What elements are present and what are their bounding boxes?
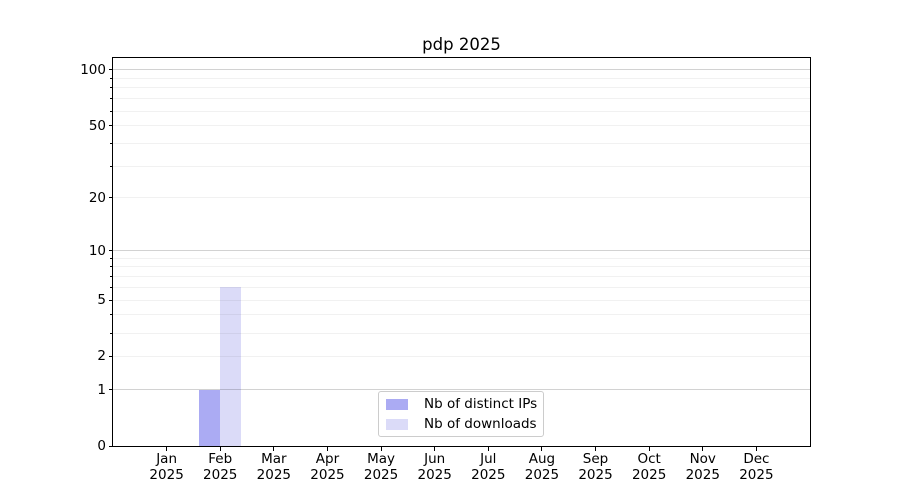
legend-label-downloads: Nb of downloads — [424, 416, 537, 432]
x-tick-label: Nov 2025 — [685, 451, 720, 483]
y-tick-mark — [108, 299, 113, 301]
major-gridline — [113, 250, 810, 252]
x-tick-mark — [166, 447, 168, 451]
legend-swatch-downloads-icon — [386, 418, 408, 430]
y-tick-label: 0 — [97, 438, 106, 454]
x-tick-label: Dec 2025 — [739, 451, 774, 483]
x-tick-label: Feb 2025 — [203, 451, 238, 483]
y-tick-mark — [108, 69, 113, 71]
y-tick-label: 2 — [97, 348, 106, 365]
y-minor-tick-mark — [110, 110, 113, 112]
legend: Nb of distinct IPs Nb of downloads — [378, 391, 544, 437]
legend-swatch-distinct-ips-icon — [386, 398, 408, 410]
chart-title: pdp 2025 — [422, 35, 501, 54]
x-tick-mark — [380, 447, 382, 451]
minor-gridline — [113, 125, 810, 127]
y-tick-label: 10 — [88, 242, 106, 259]
y-minor-tick-mark — [110, 314, 113, 316]
minor-gridline — [113, 332, 810, 334]
bar-nb-of-distinct-ips — [199, 389, 221, 446]
minor-gridline — [113, 314, 810, 316]
x-tick-label: May 2025 — [363, 451, 399, 483]
minor-gridline — [113, 257, 810, 259]
x-tick-mark — [755, 447, 757, 451]
x-tick-label: Jan 2025 — [149, 451, 184, 483]
x-tick-mark — [648, 447, 650, 451]
major-gridline — [113, 69, 810, 71]
y-tick-mark — [108, 125, 113, 127]
minor-gridline — [113, 266, 810, 268]
bar-nb-of-downloads — [220, 287, 242, 446]
x-tick-mark — [595, 447, 597, 451]
x-tick-mark — [219, 447, 221, 451]
y-minor-tick-mark — [110, 142, 113, 144]
y-minor-tick-mark — [110, 87, 113, 89]
minor-gridline — [113, 98, 810, 100]
minor-gridline — [113, 77, 810, 79]
minor-gridline — [113, 110, 810, 112]
minor-gridline — [113, 197, 810, 199]
y-minor-tick-mark — [110, 286, 113, 288]
x-tick-label: Sep 2025 — [578, 451, 613, 483]
x-tick-mark — [434, 447, 436, 451]
minor-gridline — [113, 355, 810, 357]
minor-gridline — [113, 286, 810, 288]
x-tick-mark — [273, 447, 275, 451]
y-tick-label: 50 — [88, 117, 106, 134]
x-tick-label: Jul 2025 — [471, 451, 506, 483]
x-tick-mark — [541, 447, 543, 451]
y-tick-label: 5 — [97, 292, 106, 309]
y-tick-mark — [108, 197, 113, 199]
y-minor-tick-mark — [110, 257, 113, 259]
y-tick-label: 100 — [80, 61, 106, 78]
minor-gridline — [113, 142, 810, 144]
legend-label-distinct-ips: Nb of distinct IPs — [424, 396, 538, 412]
x-tick-mark — [702, 447, 704, 451]
y-tick-label: 1 — [97, 381, 106, 398]
y-tick-mark — [108, 355, 113, 357]
x-tick-label: Jun 2025 — [417, 451, 452, 483]
legend-item-downloads: Nb of downloads — [386, 416, 543, 432]
x-tick-mark — [326, 447, 328, 451]
y-minor-tick-mark — [110, 266, 113, 268]
y-minor-tick-mark — [110, 332, 113, 334]
minor-gridline — [113, 87, 810, 89]
y-tick-mark — [108, 445, 113, 447]
y-minor-tick-mark — [110, 98, 113, 100]
major-gridline — [113, 389, 810, 391]
minor-gridline — [113, 165, 810, 167]
y-minor-tick-mark — [110, 77, 113, 79]
minor-gridline — [113, 299, 810, 301]
legend-item-distinct-ips: Nb of distinct IPs — [386, 396, 543, 412]
minor-gridline — [113, 276, 810, 278]
x-tick-label: Apr 2025 — [310, 451, 345, 483]
y-minor-tick-mark — [110, 276, 113, 278]
x-tick-label: Aug 2025 — [524, 451, 560, 483]
y-minor-tick-mark — [110, 165, 113, 167]
x-tick-label: Mar 2025 — [256, 451, 292, 483]
x-tick-label: Oct 2025 — [631, 451, 667, 483]
y-tick-mark — [108, 250, 113, 252]
x-tick-mark — [487, 447, 489, 451]
y-tick-label: 20 — [88, 189, 106, 206]
y-tick-mark — [108, 389, 113, 391]
